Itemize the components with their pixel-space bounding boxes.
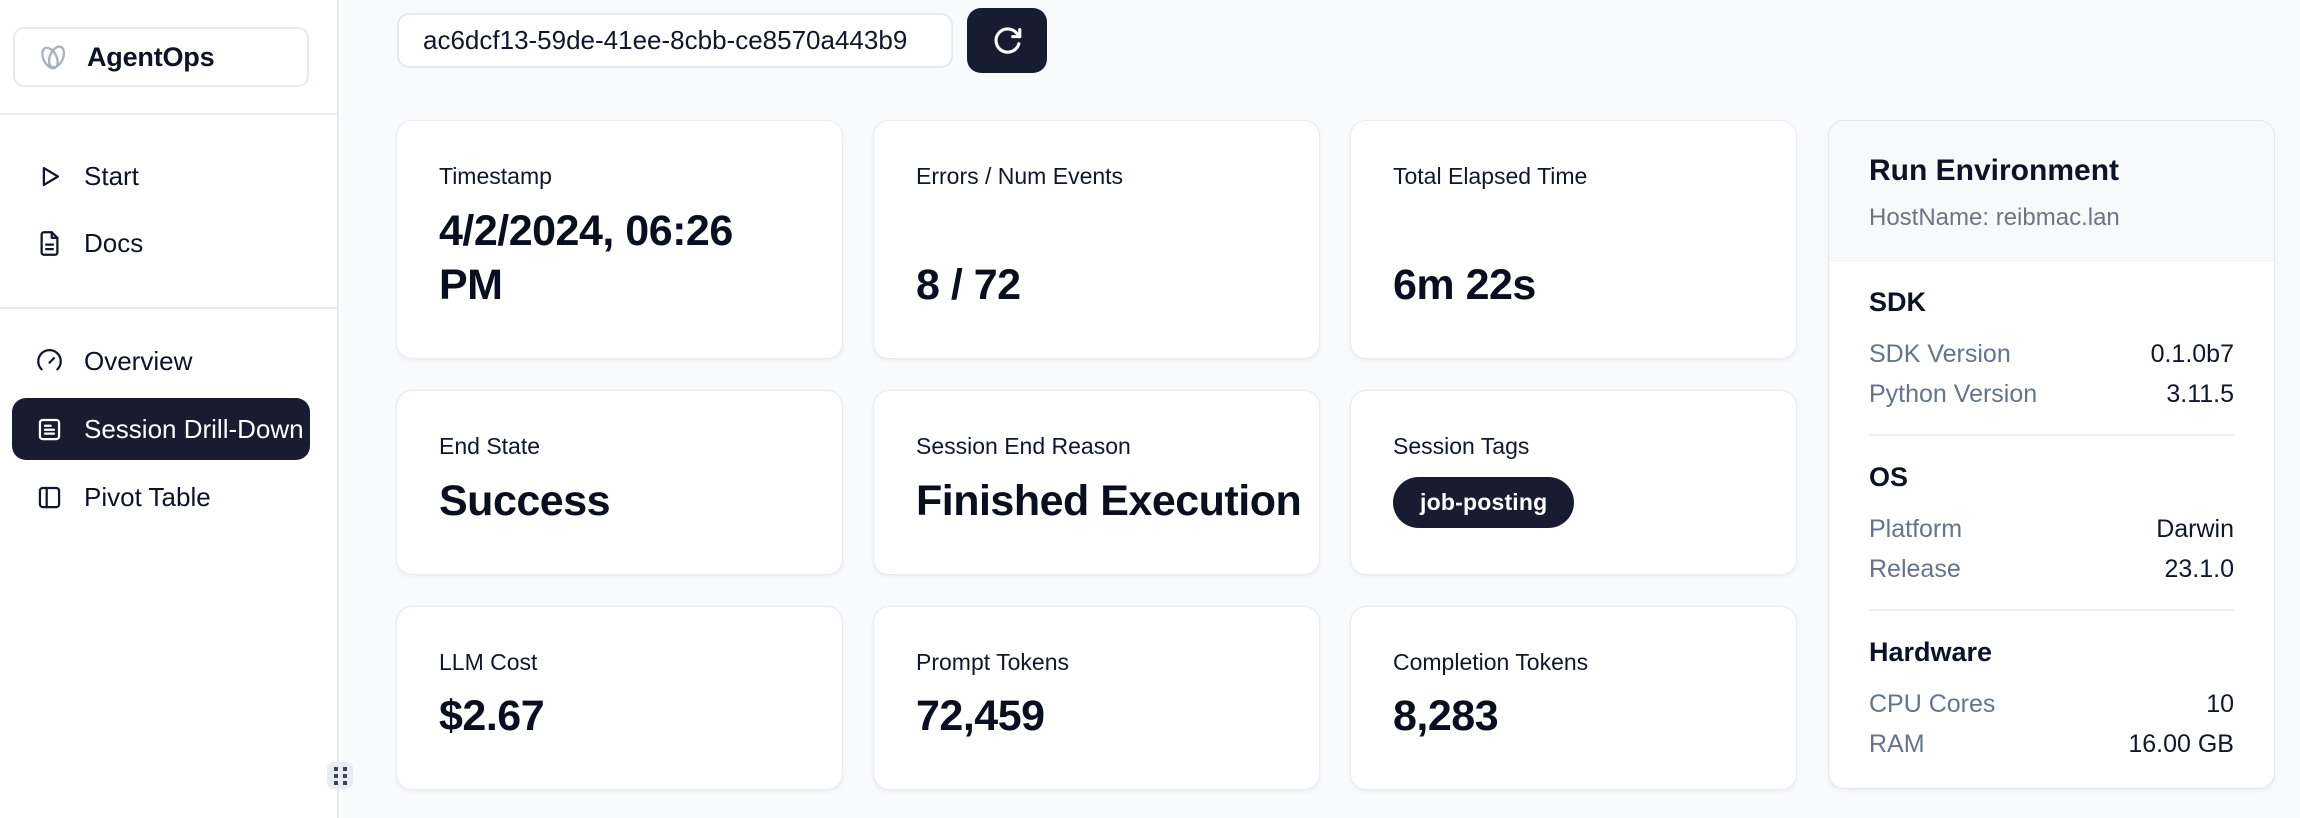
env-section-heading: Hardware xyxy=(1869,637,1993,667)
end-state-card: End State Success xyxy=(396,390,843,575)
sidebar: AgentOps Start Docs Overview Session Dri… xyxy=(0,0,339,818)
env-row-label: CPU Cores xyxy=(1869,690,1996,718)
env-row: CPU Cores 10 xyxy=(1869,684,2234,724)
env-row-label: SDK Version xyxy=(1869,340,2011,368)
llm-cost-card: LLM Cost $2.67 xyxy=(396,606,843,790)
agentops-logo-icon xyxy=(33,37,73,77)
card-value: 6m 22s xyxy=(1393,260,1536,309)
env-divider xyxy=(1869,609,2234,611)
sidebar-item-label: Overview xyxy=(84,345,193,376)
env-row-value: 10 xyxy=(2206,690,2234,718)
sidebar-item-pivot-table[interactable]: Pivot Table xyxy=(0,466,339,528)
pivot-table-icon xyxy=(38,486,61,508)
env-section-sdk: SDK SDK Version 0.1.0b7 Python Version 3… xyxy=(1869,261,2234,436)
card-value: 72,459 xyxy=(916,691,1045,740)
session-list-icon xyxy=(38,418,61,440)
errors-num-events-card: Errors / Num Events 8 / 72 xyxy=(873,120,1320,359)
env-divider xyxy=(1869,434,2234,436)
env-row-label: Release xyxy=(1869,555,1961,583)
card-label: Prompt Tokens xyxy=(916,649,1069,675)
play-icon xyxy=(42,166,60,186)
run-environment-title: Run Environment xyxy=(1869,154,2120,187)
env-row: Release 23.1.0 xyxy=(1869,549,2234,589)
env-row: RAM 16.00 GB xyxy=(1869,724,2234,764)
session-tags-card: Session Tags job-posting xyxy=(1350,390,1797,575)
session-end-reason-card: Session End Reason Finished Execution xyxy=(873,390,1320,575)
sidebar-item-session-drill-down[interactable]: Session Drill-Down xyxy=(12,398,310,460)
card-label: Session Tags xyxy=(1393,433,1530,459)
refresh-button[interactable] xyxy=(967,8,1047,73)
sidebar-item-docs[interactable]: Docs xyxy=(0,212,339,274)
card-label: LLM Cost xyxy=(439,649,538,675)
card-label: Errors / Num Events xyxy=(916,163,1124,189)
env-row-label: Python Version xyxy=(1869,380,2038,408)
card-value: 4/2/2024, 06:26 PM xyxy=(439,206,733,309)
hostname-text: HostName: reibmac.lan xyxy=(1869,204,2120,231)
session-tag-badge: job-posting xyxy=(1393,477,1575,528)
refresh-icon xyxy=(994,27,1021,54)
prompt-tokens-card: Prompt Tokens 72,459 xyxy=(873,606,1320,790)
env-section-heading: OS xyxy=(1869,462,1909,492)
env-row-label: Platform xyxy=(1869,515,1963,543)
sidebar-item-label: Docs xyxy=(84,227,144,258)
total-elapsed-time-card: Total Elapsed Time 6m 22s xyxy=(1350,120,1797,359)
completion-tokens-card: Completion Tokens 8,283 xyxy=(1350,606,1797,790)
session-id-input[interactable] xyxy=(397,13,953,68)
brand-name: AgentOps xyxy=(87,41,215,72)
card-label: Session End Reason xyxy=(916,433,1131,459)
card-label: Total Elapsed Time xyxy=(1393,163,1588,189)
env-row: Platform Darwin xyxy=(1869,509,2234,549)
env-row-value: 3.11.5 xyxy=(2166,380,2234,408)
env-section-hardware: Hardware CPU Cores 10 RAM 16.00 GB xyxy=(1869,611,2234,764)
card-label: Completion Tokens xyxy=(1393,649,1589,675)
timestamp-card: Timestamp 4/2/2024, 06:26 PM xyxy=(396,120,843,359)
env-section-heading: SDK xyxy=(1869,287,1927,317)
run-environment-body: SDK SDK Version 0.1.0b7 Python Version 3… xyxy=(1829,261,2274,764)
sidebar-item-overview[interactable]: Overview xyxy=(0,330,339,392)
env-row-value: 0.1.0b7 xyxy=(2150,340,2234,368)
env-row-label: RAM xyxy=(1869,730,1925,758)
sidebar-divider xyxy=(0,307,339,309)
env-row-value: 23.1.0 xyxy=(2164,555,2234,583)
card-label: End State xyxy=(439,433,541,459)
card-label: Timestamp xyxy=(439,163,552,189)
gauge-icon xyxy=(37,348,62,370)
sidebar-item-label: Start xyxy=(84,160,139,191)
docs-icon xyxy=(40,230,59,256)
card-value: 8,283 xyxy=(1393,691,1499,740)
sidebar-resize-handle[interactable] xyxy=(327,762,353,789)
sidebar-divider xyxy=(0,113,339,115)
card-value: 8 / 72 xyxy=(916,260,1021,309)
sidebar-item-label: Pivot Table xyxy=(84,481,211,512)
card-value: Success xyxy=(439,476,611,525)
sidebar-item-start[interactable]: Start xyxy=(0,145,339,207)
env-row: SDK Version 0.1.0b7 xyxy=(1869,334,2234,374)
card-value: $2.67 xyxy=(439,691,545,740)
env-section-os: OS Platform Darwin Release 23.1.0 xyxy=(1869,436,2234,611)
run-environment-header: Run Environment HostName: reibmac.lan xyxy=(1829,121,2274,261)
card-value: Finished Execution xyxy=(916,476,1302,525)
env-row-value: 16.00 GB xyxy=(2128,730,2234,758)
sidebar-item-label: Session Drill-Down xyxy=(84,413,304,444)
brand-logo-box[interactable]: AgentOps xyxy=(13,27,309,87)
env-row: Python Version 3.11.5 xyxy=(1869,374,2234,414)
run-environment-panel: Run Environment HostName: reibmac.lan SD… xyxy=(1828,120,2275,789)
env-row-value: Darwin xyxy=(2156,515,2234,543)
